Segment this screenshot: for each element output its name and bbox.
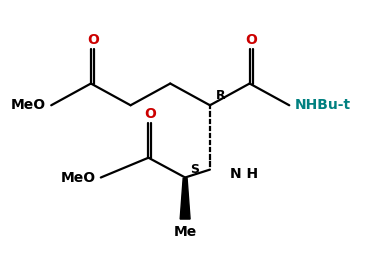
Text: MeO: MeO (61, 170, 96, 185)
Text: R: R (216, 89, 226, 102)
Text: MeO: MeO (11, 98, 46, 112)
Text: O: O (87, 33, 99, 47)
Text: N H: N H (230, 166, 258, 181)
Polygon shape (180, 179, 190, 219)
Text: S: S (190, 163, 199, 176)
Text: O: O (246, 33, 257, 47)
Text: Me: Me (174, 225, 197, 239)
Text: NHBu-t: NHBu-t (295, 98, 351, 112)
Text: O: O (144, 107, 156, 121)
